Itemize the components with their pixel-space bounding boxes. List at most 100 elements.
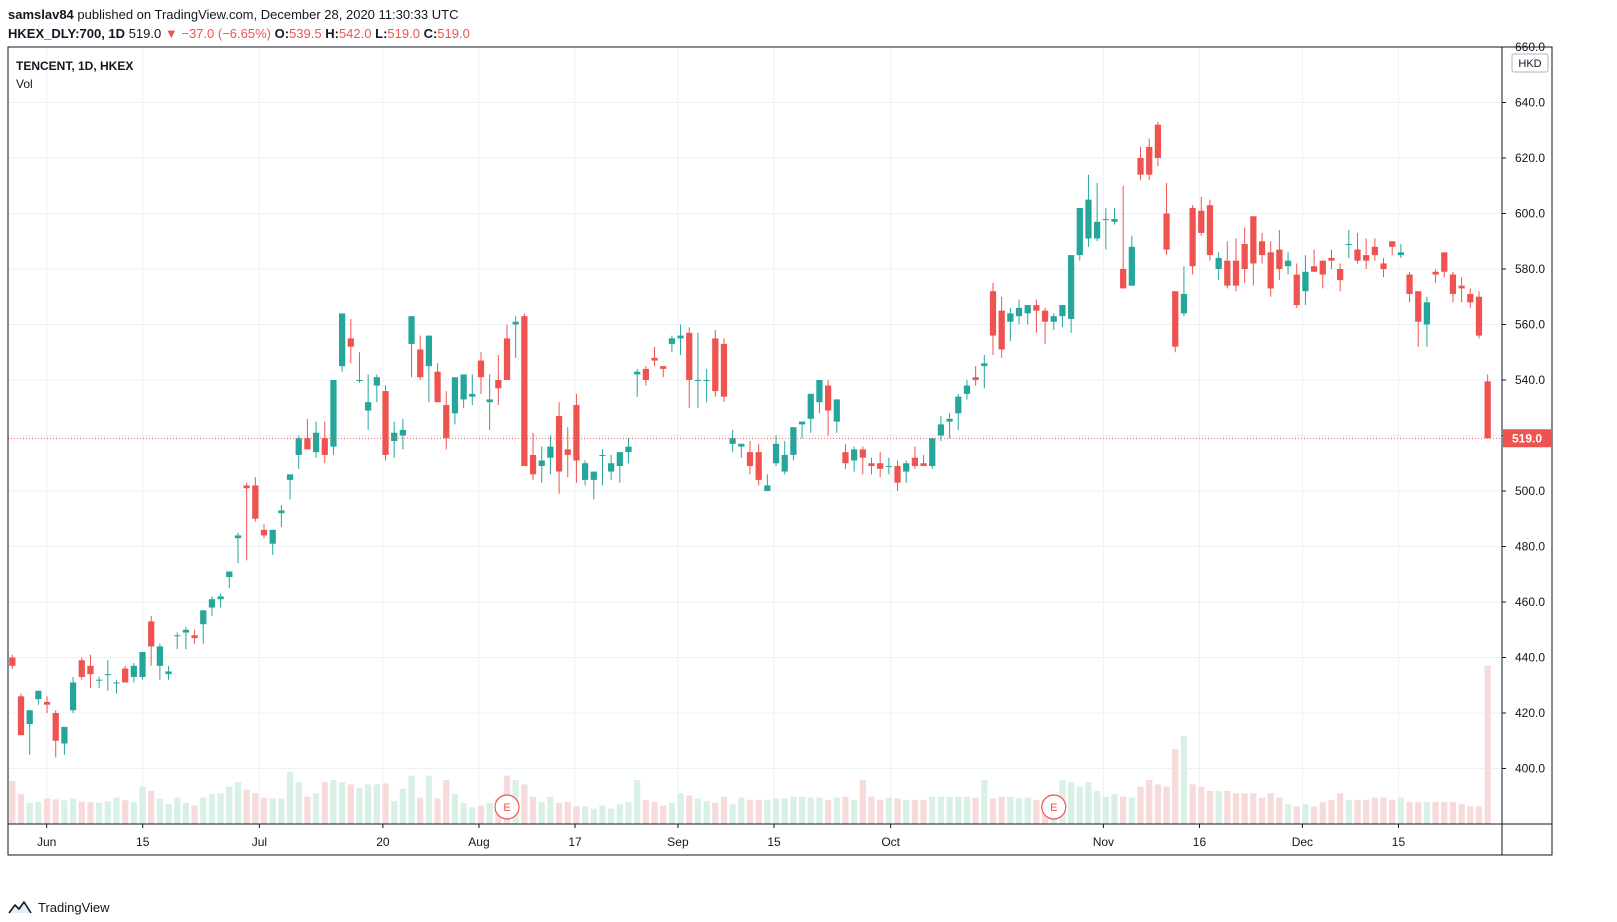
price-chart[interactable]: EE 400.0420.0440.0460.0480.0500.0520.054… [0, 0, 1617, 896]
candle[interactable] [590, 471, 597, 500]
candle[interactable] [443, 391, 450, 450]
candle[interactable] [321, 421, 328, 464]
candle[interactable] [529, 432, 537, 480]
candle[interactable] [686, 327, 693, 408]
candle[interactable] [338, 313, 346, 372]
candle[interactable] [1449, 271, 1457, 303]
candle[interactable] [608, 454, 615, 480]
tradingview-logo-icon[interactable] [8, 900, 32, 914]
candle[interactable] [573, 393, 580, 483]
candle[interactable] [1189, 205, 1196, 275]
candle[interactable] [17, 693, 25, 736]
candle[interactable] [1059, 305, 1066, 328]
candle[interactable] [1067, 255, 1075, 333]
candle[interactable] [1224, 241, 1231, 289]
candle[interactable] [1007, 307, 1014, 342]
candle[interactable] [877, 452, 884, 478]
candle[interactable] [1302, 255, 1309, 306]
author-name[interactable]: samslav84 [8, 7, 74, 22]
candle[interactable] [330, 380, 337, 455]
candle[interactable] [43, 696, 51, 713]
candle[interactable] [668, 335, 676, 353]
candle[interactable] [1241, 227, 1248, 283]
candle[interactable] [165, 665, 172, 680]
candle[interactable] [521, 313, 528, 467]
candle[interactable] [356, 352, 363, 383]
candle[interactable] [234, 532, 242, 564]
candle[interactable] [417, 335, 424, 380]
candle[interactable] [286, 474, 294, 500]
candle[interactable] [191, 629, 198, 644]
candle[interactable] [1232, 238, 1240, 292]
candle[interactable] [1146, 138, 1153, 181]
candle[interactable] [399, 418, 406, 450]
candle[interactable] [903, 460, 910, 483]
candle[interactable] [937, 416, 945, 442]
candle[interactable] [1102, 207, 1109, 250]
candle[interactable] [252, 477, 259, 522]
candle[interactable] [130, 663, 137, 683]
candle[interactable] [712, 330, 719, 397]
candle[interactable] [538, 446, 545, 483]
candle[interactable] [1015, 299, 1023, 325]
candle[interactable] [243, 482, 250, 561]
candle[interactable] [833, 399, 840, 433]
candle[interactable] [1041, 307, 1049, 344]
candle[interactable] [1467, 288, 1474, 308]
candle[interactable] [1172, 291, 1179, 353]
candle[interactable] [312, 421, 320, 458]
candle[interactable] [720, 338, 728, 403]
candle[interactable] [226, 571, 233, 589]
candle[interactable] [260, 524, 268, 539]
candle[interactable] [677, 324, 684, 356]
candle[interactable] [1371, 238, 1378, 261]
candle[interactable] [104, 660, 111, 691]
candle[interactable] [599, 449, 606, 486]
footer-brand[interactable]: TradingView [38, 899, 110, 915]
candle[interactable] [1258, 232, 1266, 264]
candle[interactable] [182, 626, 190, 650]
candle[interactable] [269, 529, 276, 555]
candle[interactable] [616, 452, 623, 483]
candle[interactable] [295, 435, 302, 469]
candle[interactable] [1154, 121, 1162, 167]
candle[interactable] [911, 446, 919, 469]
candle[interactable] [1363, 238, 1370, 269]
candle[interactable] [1076, 207, 1083, 261]
candle[interactable] [894, 460, 901, 491]
candle[interactable] [1423, 296, 1431, 347]
candle[interactable] [1380, 257, 1387, 278]
candle[interactable] [69, 676, 77, 713]
candle[interactable] [174, 632, 181, 650]
candle[interactable] [278, 504, 285, 528]
candle[interactable] [1250, 216, 1257, 286]
candle[interactable] [35, 690, 42, 705]
candle[interactable] [1415, 291, 1422, 347]
candle[interactable] [512, 316, 519, 358]
candle[interactable] [798, 421, 806, 439]
candle[interactable] [1111, 207, 1118, 225]
currency-badge[interactable]: HKD [1511, 53, 1549, 73]
candle[interactable] [87, 654, 94, 689]
candle[interactable] [139, 651, 146, 680]
candle[interactable] [859, 446, 866, 475]
candle[interactable] [1337, 263, 1344, 292]
candle[interactable] [824, 380, 832, 436]
candle[interactable] [1458, 277, 1465, 303]
candle[interactable] [1050, 313, 1057, 331]
candle[interactable] [946, 413, 953, 439]
candle[interactable] [868, 457, 875, 475]
candle[interactable] [755, 443, 762, 486]
candle[interactable] [1033, 299, 1040, 333]
candle[interactable] [694, 332, 702, 408]
candle[interactable] [642, 366, 649, 386]
candle[interactable] [486, 374, 493, 430]
candle[interactable] [781, 441, 788, 475]
candle[interactable] [9, 654, 16, 669]
candle[interactable] [885, 457, 892, 475]
candle[interactable] [408, 316, 415, 378]
candle[interactable] [425, 335, 433, 403]
candle[interactable] [156, 643, 163, 680]
candle[interactable] [373, 374, 380, 403]
candle[interactable] [1328, 249, 1335, 269]
